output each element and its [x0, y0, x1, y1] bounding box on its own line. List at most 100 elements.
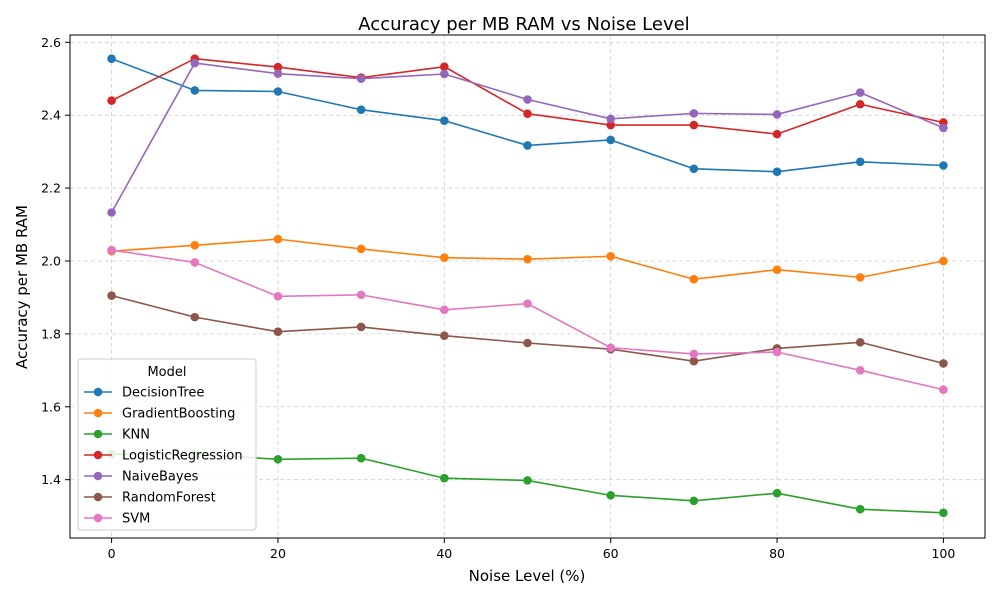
- legend-swatch-marker: [93, 471, 103, 481]
- y-axis-label: Accuracy per MB RAM: [13, 205, 31, 369]
- data-point-svm: [356, 290, 366, 300]
- legend-swatch-marker: [93, 429, 103, 439]
- data-point-knn: [939, 508, 948, 518]
- data-point-naive-bayes: [440, 69, 449, 79]
- data-point-logistic-regression: [772, 129, 782, 139]
- axis-ticks: 0 20 40 60 80 100 1.4 1.6 1.8 2.0 2.2 2.4 2.6: [41, 35, 955, 561]
- data-point-logistic-regression: [107, 96, 116, 105]
- data-point-svm: [440, 305, 449, 315]
- series-gradient-boosting: [107, 234, 948, 284]
- legend-label: DecisionTree: [122, 386, 204, 401]
- data-point-naive-bayes: [939, 123, 948, 133]
- data-point-decision-tree: [523, 141, 532, 150]
- data-point-naive-bayes: [356, 74, 366, 84]
- legend-box: [77, 358, 257, 531]
- legend-swatch-marker: [93, 387, 103, 397]
- legend-item-naive-bayes: NaiveBayes: [84, 470, 199, 485]
- data-point-logistic-regression: [689, 120, 699, 130]
- data-point-gradient-boosting: [190, 241, 200, 250]
- data-point-gradient-boosting: [273, 234, 283, 244]
- legend-label: SVM: [122, 512, 150, 527]
- data-point-knn: [356, 453, 366, 463]
- data-point-svm: [523, 299, 532, 308]
- data-point-random-forest: [107, 291, 116, 300]
- series-svm: [107, 245, 948, 394]
- legend: Model DecisionTree GradientBoosting KNN Log…: [77, 358, 257, 531]
- data-point-svm: [273, 292, 283, 301]
- legend-swatch-marker: [93, 408, 103, 418]
- y-tick-label: 2.0: [41, 253, 61, 268]
- y-tick-label: 1.6: [41, 399, 61, 414]
- data-point-knn: [523, 476, 532, 485]
- data-point-decision-tree: [939, 161, 948, 170]
- data-point-random-forest: [440, 331, 449, 341]
- data-point-knn: [772, 488, 782, 498]
- y-tick-label: 1.8: [41, 326, 61, 341]
- data-point-svm: [772, 347, 782, 357]
- data-point-gradient-boosting: [440, 253, 449, 263]
- legend-label: GradientBoosting: [122, 407, 235, 422]
- data-point-decision-tree: [440, 116, 449, 125]
- data-point-random-forest: [689, 356, 699, 366]
- data-point-knn: [689, 496, 699, 506]
- data-point-naive-bayes: [606, 114, 615, 124]
- data-point-gradient-boosting: [772, 265, 782, 275]
- data-point-naive-bayes: [273, 69, 283, 78]
- legend-label: KNN: [122, 428, 150, 443]
- chart-title: Accuracy per MB RAM vs Noise Level: [358, 14, 689, 35]
- data-point-naive-bayes: [523, 95, 532, 104]
- data-point-decision-tree: [273, 87, 283, 96]
- data-point-svm: [689, 349, 699, 359]
- legend-swatch-marker: [93, 492, 103, 502]
- x-tick-label: 100: [931, 546, 955, 561]
- data-point-naive-bayes: [772, 110, 782, 119]
- plot-frame: [69, 34, 986, 539]
- data-point-svm: [190, 258, 200, 267]
- data-point-knn: [440, 473, 449, 483]
- legend-label: LogisticRegression: [122, 449, 243, 464]
- data-point-knn: [606, 491, 615, 500]
- data-point-random-forest: [939, 359, 948, 368]
- series-line-naive-bayes: [110, 62, 944, 213]
- data-point-random-forest: [273, 327, 283, 336]
- data-point-random-forest: [190, 312, 200, 322]
- data-point-logistic-regression: [273, 62, 283, 72]
- x-axis-label: Noise Level (%): [469, 567, 586, 585]
- legend-label: NaiveBayes: [122, 470, 199, 485]
- legend-swatch-marker: [93, 450, 103, 460]
- data-point-naive-bayes: [689, 109, 699, 118]
- legend-item-logistic-regression: LogisticRegression: [84, 449, 243, 464]
- data-point-random-forest: [523, 338, 532, 348]
- data-point-knn: [273, 454, 283, 464]
- x-tick-label: 20: [270, 546, 286, 561]
- data-point-svm: [606, 343, 615, 353]
- data-point-gradient-boosting: [689, 274, 699, 284]
- x-tick-label: 40: [436, 546, 452, 561]
- data-point-decision-tree: [190, 86, 200, 95]
- legend-item-decision-tree: DecisionTree: [84, 386, 204, 401]
- data-point-naive-bayes: [107, 208, 116, 217]
- data-point-decision-tree: [356, 105, 366, 115]
- legend-item-random-forest: RandomForest: [84, 491, 216, 506]
- data-point-svm: [107, 245, 116, 255]
- data-point-gradient-boosting: [939, 256, 948, 266]
- data-point-gradient-boosting: [606, 251, 615, 261]
- data-point-gradient-boosting: [855, 273, 865, 282]
- x-tick-label: 0: [108, 546, 116, 561]
- legend-item-gradient-boosting: GradientBoosting: [84, 407, 235, 422]
- legend-title: Model: [147, 365, 186, 380]
- x-tick-label: 80: [769, 546, 785, 561]
- data-point-decision-tree: [772, 167, 782, 176]
- data-point-decision-tree: [689, 164, 699, 174]
- data-point-decision-tree: [107, 54, 116, 63]
- y-tick-label: 1.4: [41, 472, 61, 487]
- legend-item-knn: KNN: [84, 428, 150, 443]
- y-tick-label: 2.6: [41, 35, 61, 50]
- data-point-gradient-boosting: [356, 244, 366, 254]
- data-point-random-forest: [356, 322, 366, 332]
- legend-label: RandomForest: [122, 491, 216, 506]
- legend-item-svm: SVM: [84, 512, 150, 527]
- data-point-decision-tree: [606, 135, 615, 145]
- data-point-gradient-boosting: [523, 254, 532, 264]
